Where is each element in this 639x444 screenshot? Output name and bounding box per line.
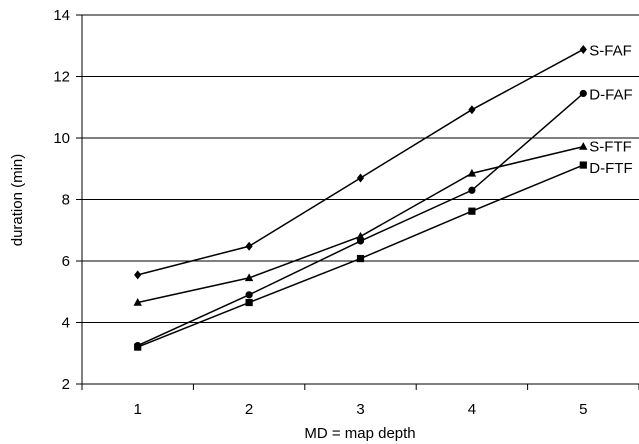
x-tick-label-2: 2 — [245, 401, 253, 418]
point-d-faf-4 — [468, 186, 476, 194]
point-s-faf-2 — [245, 241, 253, 251]
x-axis-title: MD = map depth — [304, 425, 415, 442]
series-labels: S-FAF D-FAF S-FTF D-FTF — [589, 42, 632, 177]
series-s-ftf — [133, 142, 588, 306]
point-s-ftf-2 — [244, 273, 254, 282]
point-d-ftf-5 — [579, 161, 587, 169]
point-d-ftf-2 — [245, 298, 253, 307]
point-s-faf-1 — [134, 270, 142, 280]
y-tick-label-4: 4 — [62, 315, 70, 332]
point-d-ftf-1 — [134, 343, 142, 351]
x-ticks: 1 2 3 4 5 — [81, 384, 639, 418]
point-d-ftf-3 — [356, 254, 365, 263]
y-axis-title: duration (min) — [9, 154, 26, 247]
point-s-ftf-1 — [133, 298, 142, 306]
y-tick-label-8: 8 — [62, 192, 70, 209]
series-label-s-faf: S-FAF — [589, 42, 632, 59]
series-label-s-ftf: S-FTF — [589, 139, 632, 156]
series-line-s-ftf — [137, 145, 584, 304]
y-tick-label-2: 2 — [62, 376, 70, 393]
series-line-d-faf — [137, 92, 584, 347]
y-ticks: 2 4 6 8 10 12 14 — [53, 7, 82, 393]
point-d-faf-2 — [245, 291, 253, 299]
x-tick-label-5: 5 — [579, 401, 587, 418]
x-tick-label-4: 4 — [468, 401, 476, 418]
series-group — [133, 44, 588, 351]
series-d-faf — [134, 89, 587, 350]
gridlines — [82, 14, 639, 323]
point-s-ftf-5 — [579, 142, 588, 150]
series-label-d-ftf: D-FTF — [589, 160, 632, 177]
y-tick-label-10: 10 — [53, 130, 70, 147]
series-d-ftf — [134, 161, 587, 351]
y-tick-label-6: 6 — [62, 253, 70, 270]
point-s-faf-5 — [579, 44, 587, 54]
series-s-faf — [134, 44, 587, 280]
point-s-faf-4 — [468, 105, 476, 115]
point-s-ftf-4 — [467, 168, 477, 177]
y-tick-label-12: 12 — [53, 69, 70, 86]
point-d-ftf-4 — [468, 207, 476, 215]
point-s-ftf-3 — [356, 231, 365, 240]
point-s-faf-3 — [356, 173, 365, 183]
point-d-faf-5 — [579, 89, 587, 98]
y-tick-label-14: 14 — [53, 7, 70, 24]
x-tick-label-1: 1 — [134, 401, 142, 418]
x-tick-label-3: 3 — [356, 401, 364, 418]
series-label-d-faf: D-FAF — [589, 86, 632, 103]
